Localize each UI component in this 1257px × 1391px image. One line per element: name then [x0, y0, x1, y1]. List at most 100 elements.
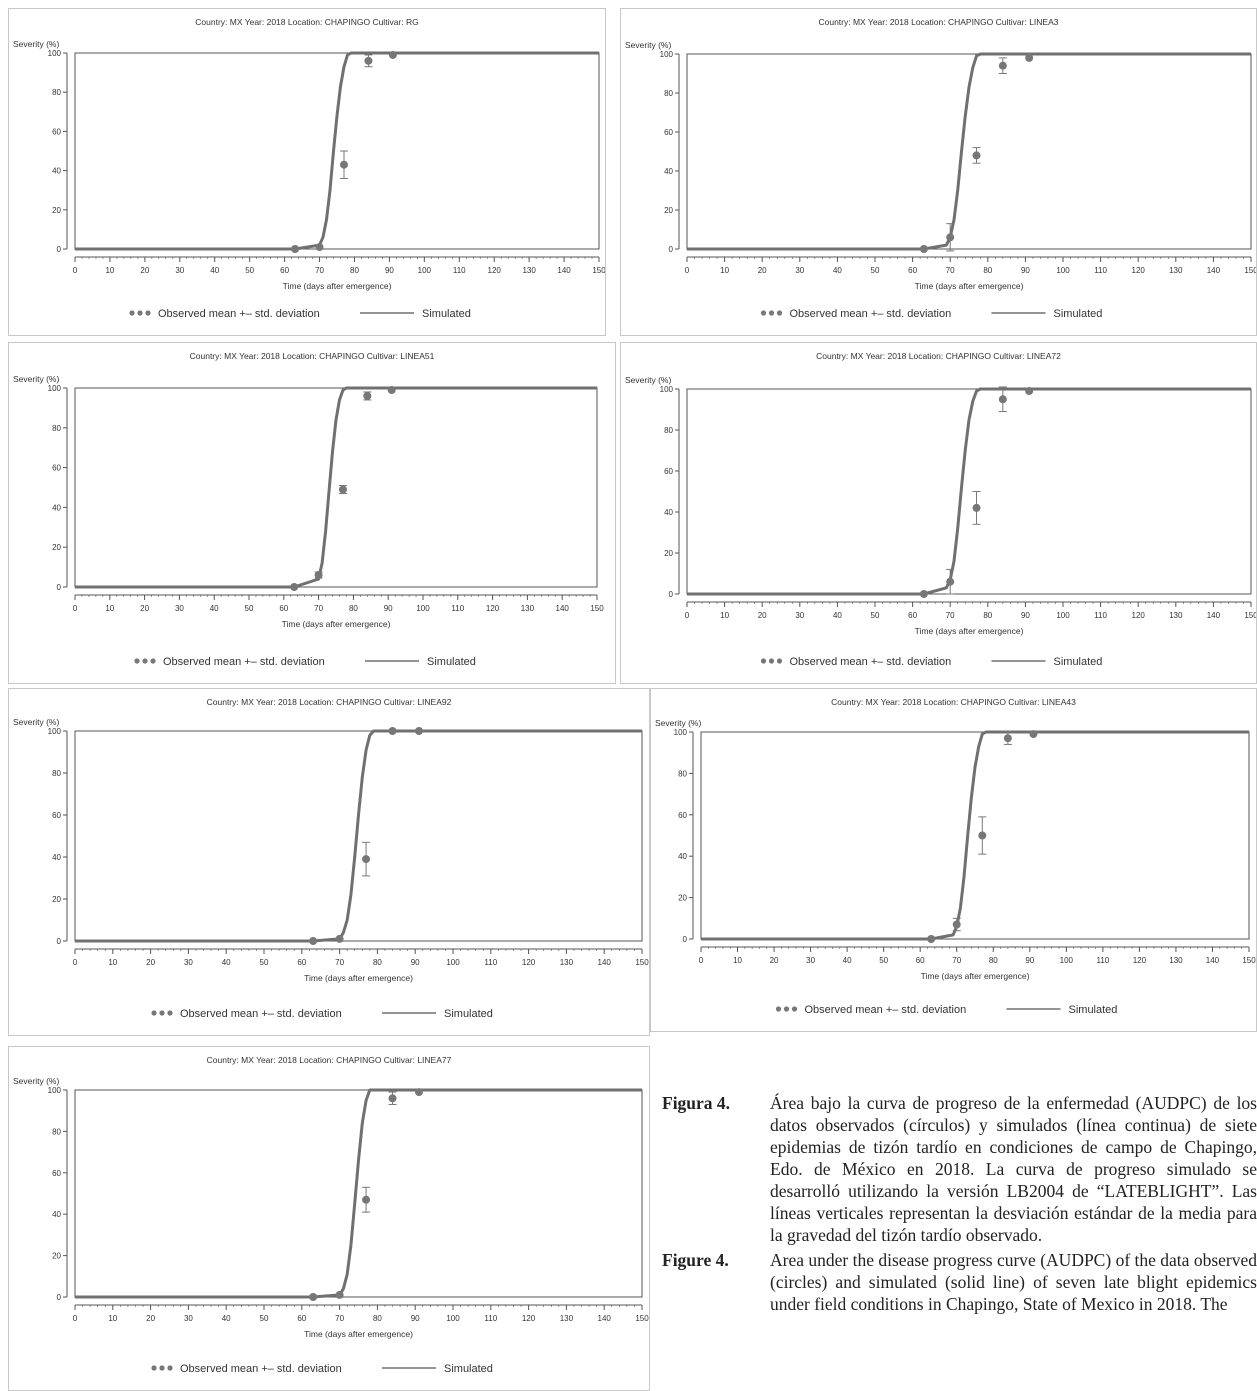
- observed-point: [998, 61, 1007, 70]
- x-tick-label: 50: [245, 266, 254, 275]
- x-tick-label: 150: [1242, 956, 1256, 965]
- observed-point: [315, 243, 324, 252]
- x-tick-label: 150: [1244, 611, 1256, 620]
- x-tick-label: 60: [279, 604, 288, 613]
- x-tick-label: 80: [983, 611, 992, 620]
- x-tick-label: 130: [521, 604, 535, 613]
- x-tick-label: 10: [105, 604, 114, 613]
- x-tick-label: 130: [560, 1314, 574, 1323]
- y-tick-label: 100: [48, 727, 62, 736]
- x-tick-label: 0: [685, 266, 690, 275]
- y-tick-label: 100: [660, 385, 674, 394]
- observed-point: [338, 485, 347, 494]
- simulated-curve: [75, 51, 599, 251]
- observed-point: [978, 831, 987, 840]
- x-tick-label: 140: [598, 1314, 612, 1323]
- chart-svg: Country: MX Year: 2018 Location: CHAPING…: [13, 697, 649, 1020]
- x-tick-label: 140: [556, 604, 570, 613]
- y-tick-label: 20: [664, 549, 673, 558]
- x-tick-label: 0: [73, 604, 78, 613]
- x-tick-label: 100: [446, 1314, 460, 1323]
- y-tick-label: 40: [664, 167, 673, 176]
- observed-point: [335, 934, 344, 943]
- x-tick-label: 60: [297, 958, 306, 967]
- x-tick-label: 80: [983, 266, 992, 275]
- y-tick-label: 20: [52, 1252, 61, 1261]
- x-tick-label: 20: [140, 604, 149, 613]
- chart-panel-linea92: Country: MX Year: 2018 Location: CHAPING…: [8, 688, 650, 1036]
- y-tick-label: 40: [678, 852, 687, 861]
- legend-observed-marker: [776, 310, 783, 316]
- legend-simulated-label: Simulated: [1054, 656, 1103, 668]
- observed-point: [414, 1088, 423, 1097]
- x-tick-label: 60: [280, 266, 289, 275]
- y-axis-label: Severity (%): [13, 374, 59, 384]
- chart-panel-linea43: Country: MX Year: 2018 Location: CHAPING…: [650, 688, 1257, 1032]
- x-axis-label: Time (days after emergence): [283, 281, 392, 291]
- x-tick-label: 120: [486, 604, 500, 613]
- legend-observed-label: Observed mean +– std. deviation: [790, 308, 952, 320]
- plot-frame: [700, 731, 1250, 940]
- y-tick-label: 0: [683, 935, 688, 944]
- plot-frame: [686, 388, 1252, 595]
- x-tick-label: 80: [373, 1314, 382, 1323]
- chart-title: Country: MX Year: 2018 Location: CHAPING…: [207, 1055, 452, 1065]
- legend-observed-marker: [159, 1010, 165, 1016]
- x-tick-label: 100: [416, 604, 430, 613]
- x-tick-label: 130: [522, 266, 536, 275]
- x-tick-label: 0: [73, 958, 78, 967]
- plot-frame: [74, 1089, 643, 1298]
- x-tick-label: 140: [598, 958, 612, 967]
- chart-panel-linea72: Country: MX Year: 2018 Location: CHAPING…: [620, 342, 1257, 684]
- x-tick-label: 120: [1132, 266, 1146, 275]
- y-tick-label: 40: [52, 167, 61, 176]
- x-tick-label: 120: [1133, 956, 1147, 965]
- x-tick-label: 0: [73, 1314, 78, 1323]
- x-tick-label: 110: [1094, 611, 1107, 620]
- y-axis-label: Severity (%): [655, 718, 701, 728]
- chart-panel-linea51: Country: MX Year: 2018 Location: CHAPING…: [8, 342, 616, 684]
- simulated-curve: [687, 387, 1251, 596]
- x-tick-label: 40: [833, 266, 842, 275]
- observed-point: [362, 855, 371, 864]
- x-tick-label: 90: [1021, 611, 1030, 620]
- x-tick-label: 90: [411, 958, 420, 967]
- x-tick-label: 100: [1060, 956, 1074, 965]
- legend-observed-marker: [167, 1010, 173, 1016]
- y-tick-label: 80: [52, 1127, 61, 1136]
- x-tick-label: 40: [210, 604, 219, 613]
- observed-point: [363, 391, 372, 400]
- legend-observed-marker: [151, 1010, 157, 1016]
- legend-observed-label: Observed mean +– std. deviation: [180, 1363, 342, 1375]
- caption-es-text: Área bajo la curva de progreso de la enf…: [770, 1093, 1257, 1245]
- observed-point: [362, 1195, 371, 1204]
- chart-svg: Country: MX Year: 2018 Location: CHAPING…: [625, 351, 1256, 668]
- y-tick-label: 100: [48, 49, 62, 58]
- legend-observed-marker: [134, 658, 140, 664]
- x-tick-label: 70: [952, 956, 961, 965]
- legend-observed-marker: [775, 1006, 782, 1012]
- legend-observed-marker: [776, 658, 783, 664]
- x-tick-label: 60: [297, 1314, 306, 1323]
- legend-observed-marker: [142, 658, 148, 664]
- simulated-curve: [75, 729, 642, 943]
- plot-frame: [74, 730, 643, 942]
- y-tick-label: 20: [52, 543, 61, 552]
- x-tick-label: 110: [453, 266, 466, 275]
- x-tick-label: 110: [484, 958, 497, 967]
- simulated-curve: [75, 1088, 642, 1299]
- x-tick-label: 70: [946, 266, 955, 275]
- y-axis-label: Severity (%): [625, 40, 671, 50]
- x-tick-label: 130: [1169, 956, 1183, 965]
- x-tick-label: 20: [146, 1314, 155, 1323]
- plot-frame: [74, 387, 598, 588]
- simulated-curve: [75, 386, 597, 589]
- x-tick-label: 150: [590, 604, 604, 613]
- legend-observed-marker: [768, 658, 775, 664]
- legend-observed-marker: [768, 310, 775, 316]
- legend-simulated-label: Simulated: [444, 1363, 493, 1375]
- y-tick-label: 0: [57, 1293, 62, 1302]
- x-tick-label: 60: [908, 611, 917, 620]
- x-tick-label: 80: [350, 266, 359, 275]
- observed-point: [364, 56, 373, 65]
